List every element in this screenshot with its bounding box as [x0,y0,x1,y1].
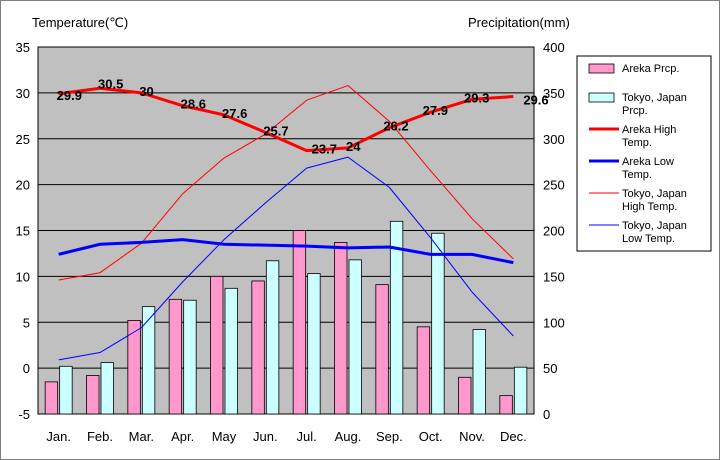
areka-high-temp-line [58,86,514,153]
tokyo-prcp-bar [100,362,114,415]
tokyo-prcp-bar [513,366,528,415]
prcp-tick-label: 0 [543,407,550,422]
areka-prcp-bar [416,326,431,415]
legend-label: Prcp. [622,105,648,117]
areka-prcp-bar [210,275,224,415]
precipitation-bars [44,220,528,415]
month-label: Jan. [46,429,71,444]
areka-high-temp-label: 27.9 [423,103,448,118]
legend-label: Low Temp. [622,233,675,245]
areka-high-temp-label: 29.9 [57,88,82,103]
areka-prcp-bar [292,230,307,415]
legend-label: Temp. [622,137,652,149]
tokyo-prcp-bar [431,232,445,415]
tokyo-prcp-bar [472,329,486,415]
gridlines [38,92,534,369]
areka-high-temp-label: 29.3 [464,90,489,105]
tokyo-prcp-bar [59,365,73,415]
prcp-tick-label: 50 [543,361,557,376]
areka-high-temp-label: 27.6 [222,106,247,121]
right-axis-title: Precipitation(mm) [468,15,570,30]
prcp-tick-label: 250 [543,178,565,193]
tokyo-high-temp-line [58,85,514,281]
month-labels: Jan. Feb. Mar. Apr. May Jun. Jul. Aug. Sep. Oct. N… [46,429,526,444]
areka-low-temp-line [58,238,514,265]
areka-high-temp-label: 25.7 [263,123,288,138]
left-axis-ticks: 35 30 25 20 15 10 5 0 -5 [16,40,30,422]
tokyo-prcp-bar [141,306,156,415]
prcp-tick-label: 300 [543,132,565,147]
tokyo-prcp-bar [389,220,404,415]
areka-prcp-bar [458,376,472,415]
areka-prcp-bar [499,395,513,415]
month-label: Feb. [87,429,113,444]
month-label: Jul. [297,429,317,444]
month-label: Jun. [253,429,278,444]
month-label: Dec. [500,429,527,444]
temp-tick-label: 35 [16,40,30,55]
temp-tick-label: 20 [16,178,30,193]
tokyo-prcp-bar [183,299,197,415]
legend-label: Areka Low [622,156,674,168]
month-label: Mar. [129,429,154,444]
prcp-tick-label: 100 [543,315,565,330]
temperature-lines [58,85,514,361]
legend-label: Areka High [622,124,676,136]
legend-swatch [588,92,615,103]
legend-label: Areka Prcp. [622,63,679,75]
month-label: Apr. [171,429,194,444]
legend-swatch [588,63,615,74]
tokyo-prcp-bar [348,259,362,415]
legend-label: Temp. [622,169,652,181]
legend-label: High Temp. [622,201,677,213]
data-labels: 29.9 30.5 30 28.6 27.6 25.7 23.7 24 26.2 27.9 29.3… [57,76,549,156]
tokyo-prcp-bar [224,287,238,415]
temp-tick-label: 25 [16,132,30,147]
left-axis-title: Temperature(℃) [32,15,128,30]
tokyo-low-temp-line [58,156,514,361]
areka-high-temp-label: 24 [346,139,361,154]
legend-box [576,55,712,252]
areka-prcp-bar [44,381,59,415]
month-label: Sep. [376,429,403,444]
areka-prcp-bar [127,320,141,415]
month-label: Nov. [459,429,485,444]
temp-tick-label: 15 [16,224,30,239]
temp-tick-label: -5 [18,407,30,422]
areka-high-temp-label: 30.5 [98,76,123,91]
prcp-tick-label: 150 [543,269,565,284]
month-label: May [212,429,237,444]
month-label: Aug. [335,429,362,444]
prcp-tick-label: 350 [543,86,565,101]
tokyo-prcp-bar [307,273,321,415]
areka-prcp-bar [334,242,348,415]
right-axis-ticks: 400 350 300 250 200 150 100 50 0 [543,40,565,422]
legend-label: Tokyo, Japan [622,92,687,104]
areka-prcp-bar [168,298,183,415]
prcp-tick-label: 400 [543,40,565,55]
temp-tick-label: 5 [23,315,30,330]
areka-prcp-bar [86,375,100,415]
areka-high-temp-label: 29.6 [523,93,548,108]
prcp-tick-label: 200 [543,224,565,239]
areka-high-temp-label: 23.7 [312,142,337,157]
areka-high-temp-label: 28.6 [181,97,206,112]
areka-high-temp-label: 30 [139,84,153,99]
areka-high-temp-label: 26.2 [383,119,408,134]
month-label: Oct. [419,429,443,444]
areka-prcp-bar [375,284,389,415]
legend-label: Tokyo, Japan [622,188,687,200]
areka-prcp-bar [251,280,265,415]
tokyo-prcp-bar [265,260,280,415]
temp-tick-label: 0 [23,361,30,376]
temp-tick-label: 10 [16,269,30,284]
legend-label: Tokyo, Japan [622,220,687,232]
temp-tick-label: 30 [16,86,30,101]
